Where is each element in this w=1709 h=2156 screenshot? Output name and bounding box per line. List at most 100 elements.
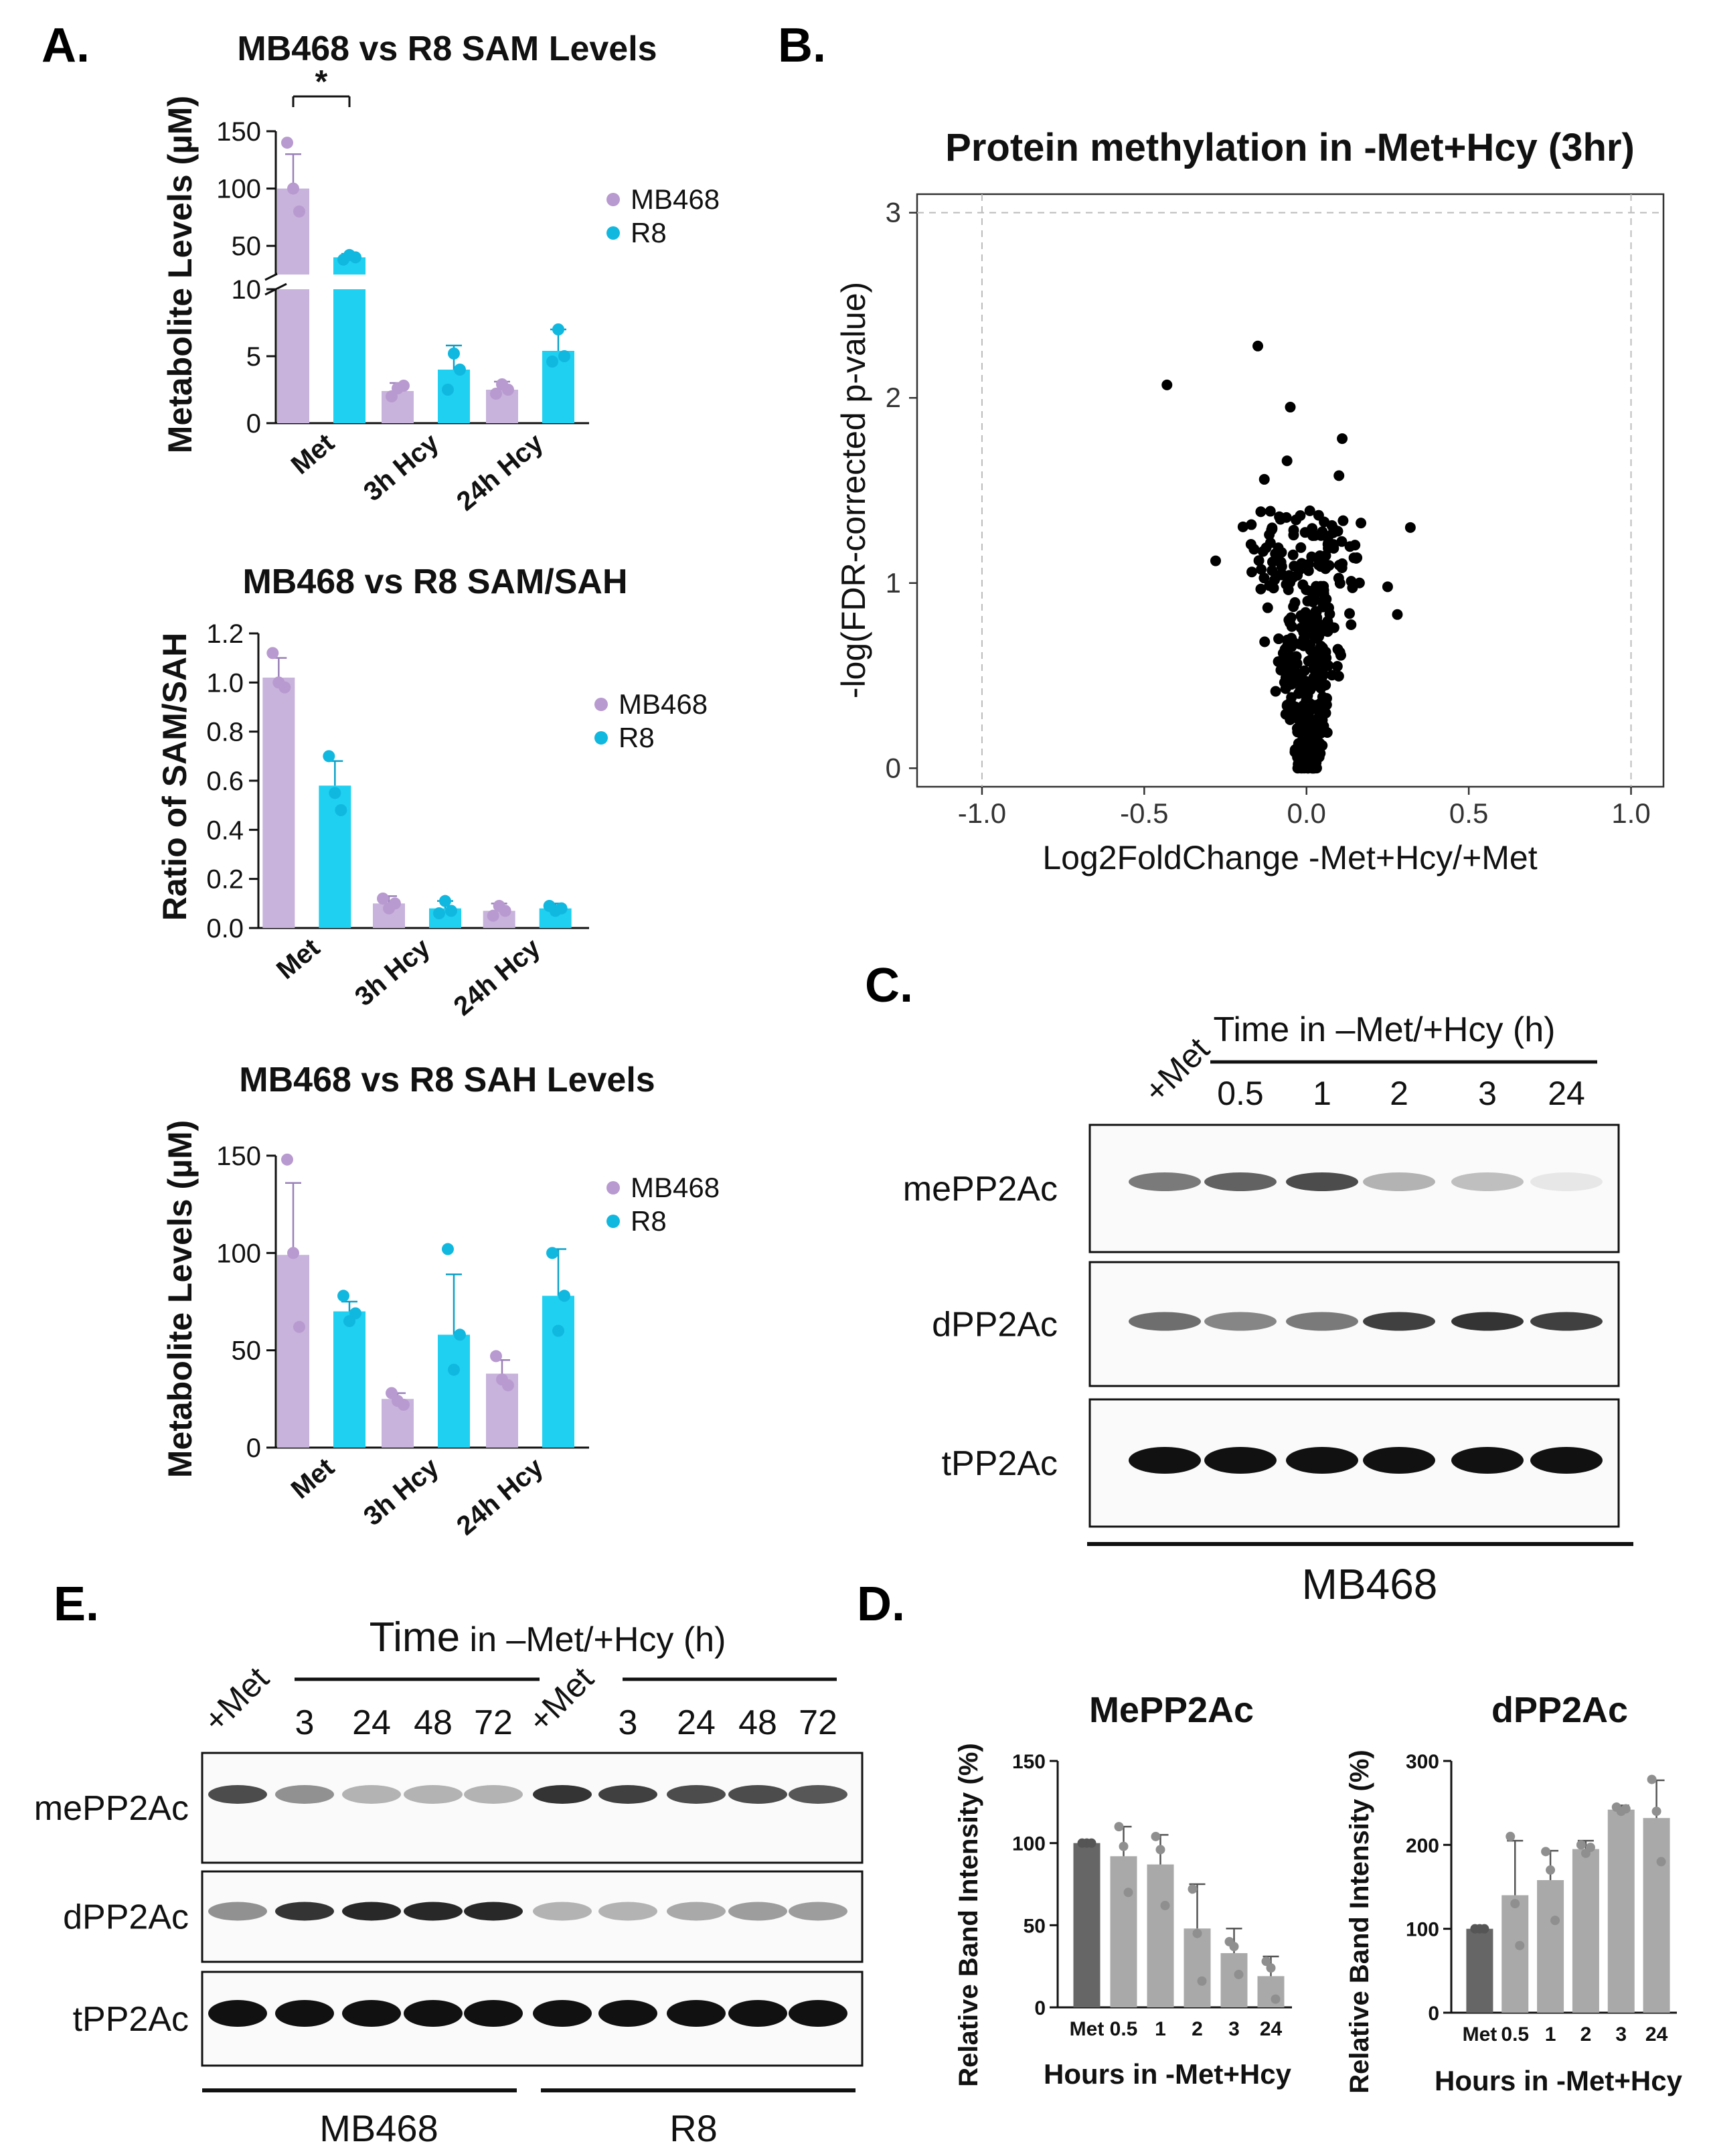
y-tick-label: 0.4 <box>206 816 244 845</box>
data-point <box>1333 572 1344 584</box>
data-point <box>1256 564 1267 575</box>
blot-band <box>1129 1172 1201 1191</box>
data-point <box>1262 602 1273 613</box>
data-point <box>1319 697 1331 708</box>
blot-header: Time in –Met/+Hcy (h) <box>1214 1010 1556 1049</box>
cell-line-label: MB468 <box>1302 1560 1438 1608</box>
lane-label: 3 <box>619 1703 638 1742</box>
legend-label: R8 <box>631 1205 667 1237</box>
data-point <box>1305 656 1317 667</box>
y-tick-label: 50 <box>232 232 262 261</box>
data-point <box>1283 584 1294 595</box>
data-point <box>1313 510 1324 521</box>
bar <box>1607 1809 1635 2013</box>
data-point <box>1346 619 1357 630</box>
blot-band <box>667 1785 726 1804</box>
x-axis-label: Hours in -Met+Hcy <box>1435 2065 1683 2096</box>
data-point <box>558 1290 570 1302</box>
chart-title: Protein methylation in -Met+Hcy (3hr) <box>945 126 1635 169</box>
data-point <box>281 137 293 149</box>
data-point <box>1123 1888 1133 1898</box>
x-tick-label: Met <box>271 933 325 985</box>
data-point <box>278 681 291 694</box>
x-tick-label: 1.0 <box>1611 797 1650 829</box>
bar <box>1257 1976 1285 2007</box>
data-point <box>1316 553 1327 564</box>
blot-band <box>1451 1312 1524 1331</box>
error-bar <box>446 1274 462 1335</box>
error-bar <box>1189 1883 1206 1929</box>
data-point <box>1246 519 1257 530</box>
data-point <box>1267 522 1278 534</box>
data-point <box>1344 541 1356 552</box>
y-tick-label: 0 <box>246 409 261 439</box>
y-tick-label: 0.6 <box>206 767 244 796</box>
data-point <box>1273 633 1285 645</box>
blot-band <box>1451 1172 1524 1191</box>
y-tick-label: 300 <box>1406 1751 1439 1773</box>
data-point <box>1295 610 1307 621</box>
bar-R8 <box>438 370 470 423</box>
legend-marker <box>606 1215 620 1228</box>
lane-label-control: +Met <box>196 1660 276 1740</box>
y-axis-label: Relative Band Intensity (%) <box>954 1743 983 2086</box>
data-point <box>1160 1900 1170 1910</box>
data-point <box>1316 641 1327 653</box>
blot-band <box>275 2000 334 2027</box>
data-point <box>1323 530 1334 542</box>
legend-marker <box>606 193 620 206</box>
data-point <box>1336 536 1348 547</box>
data-point <box>1270 686 1281 697</box>
blot-band <box>1286 1172 1358 1191</box>
data-point <box>1647 1774 1657 1784</box>
blot-band <box>667 1902 726 1921</box>
data-point <box>1303 558 1314 570</box>
y-tick-label: 0 <box>1034 1997 1046 2019</box>
data-point <box>1320 563 1331 574</box>
data-point <box>1331 661 1343 672</box>
data-point <box>1301 629 1313 640</box>
data-point <box>1317 601 1329 613</box>
data-point <box>1264 580 1275 591</box>
data-point <box>487 909 499 922</box>
data-point <box>329 787 341 799</box>
bar-R8 <box>333 1311 365 1448</box>
x-tick-label: 0.0 <box>1287 797 1326 829</box>
data-point <box>448 1363 460 1376</box>
data-point <box>1621 1804 1631 1814</box>
chart-title: MB468 vs R8 SAM Levels <box>237 29 657 68</box>
y-tick-label: 1 <box>886 567 901 599</box>
blot-header: Time in –Met/+Hcy (h) <box>370 1614 726 1661</box>
x-tick-label: 24 <box>1645 2023 1668 2046</box>
chart-title: MB468 vs R8 SAH Levels <box>239 1061 655 1099</box>
data-point <box>1252 340 1264 352</box>
data-point <box>1291 745 1303 757</box>
blot-band <box>1451 1447 1524 1474</box>
data-point <box>1510 1899 1520 1909</box>
blot-band <box>404 1785 463 1804</box>
blot-row-label: dPP2Ac <box>63 1898 189 1937</box>
data-point <box>1267 556 1278 568</box>
blot-band <box>404 1902 463 1921</box>
y-tick-label: 150 <box>216 1142 261 1171</box>
blot-band <box>1129 1447 1201 1474</box>
legend-marker <box>606 1181 620 1195</box>
blot-band <box>1363 1447 1435 1474</box>
data-point <box>1323 660 1334 671</box>
bar-MB468 <box>277 289 309 423</box>
data-point <box>349 1307 361 1320</box>
blot-row-label: mePP2Ac <box>34 1789 189 1828</box>
lane-label: 0.5 <box>1217 1075 1264 1112</box>
panel-label-b: B. <box>778 19 826 72</box>
y-tick-label: 0 <box>246 1434 261 1463</box>
lane-label: 48 <box>414 1703 453 1742</box>
data-point <box>1257 546 1269 557</box>
bar <box>1220 1953 1248 2007</box>
lane-label: 2 <box>1390 1075 1408 1112</box>
data-point <box>1324 608 1335 619</box>
bar-MB468 <box>277 1255 309 1448</box>
bar <box>1537 1879 1564 2013</box>
blot-band <box>1363 1312 1435 1331</box>
data-point <box>1255 583 1267 595</box>
